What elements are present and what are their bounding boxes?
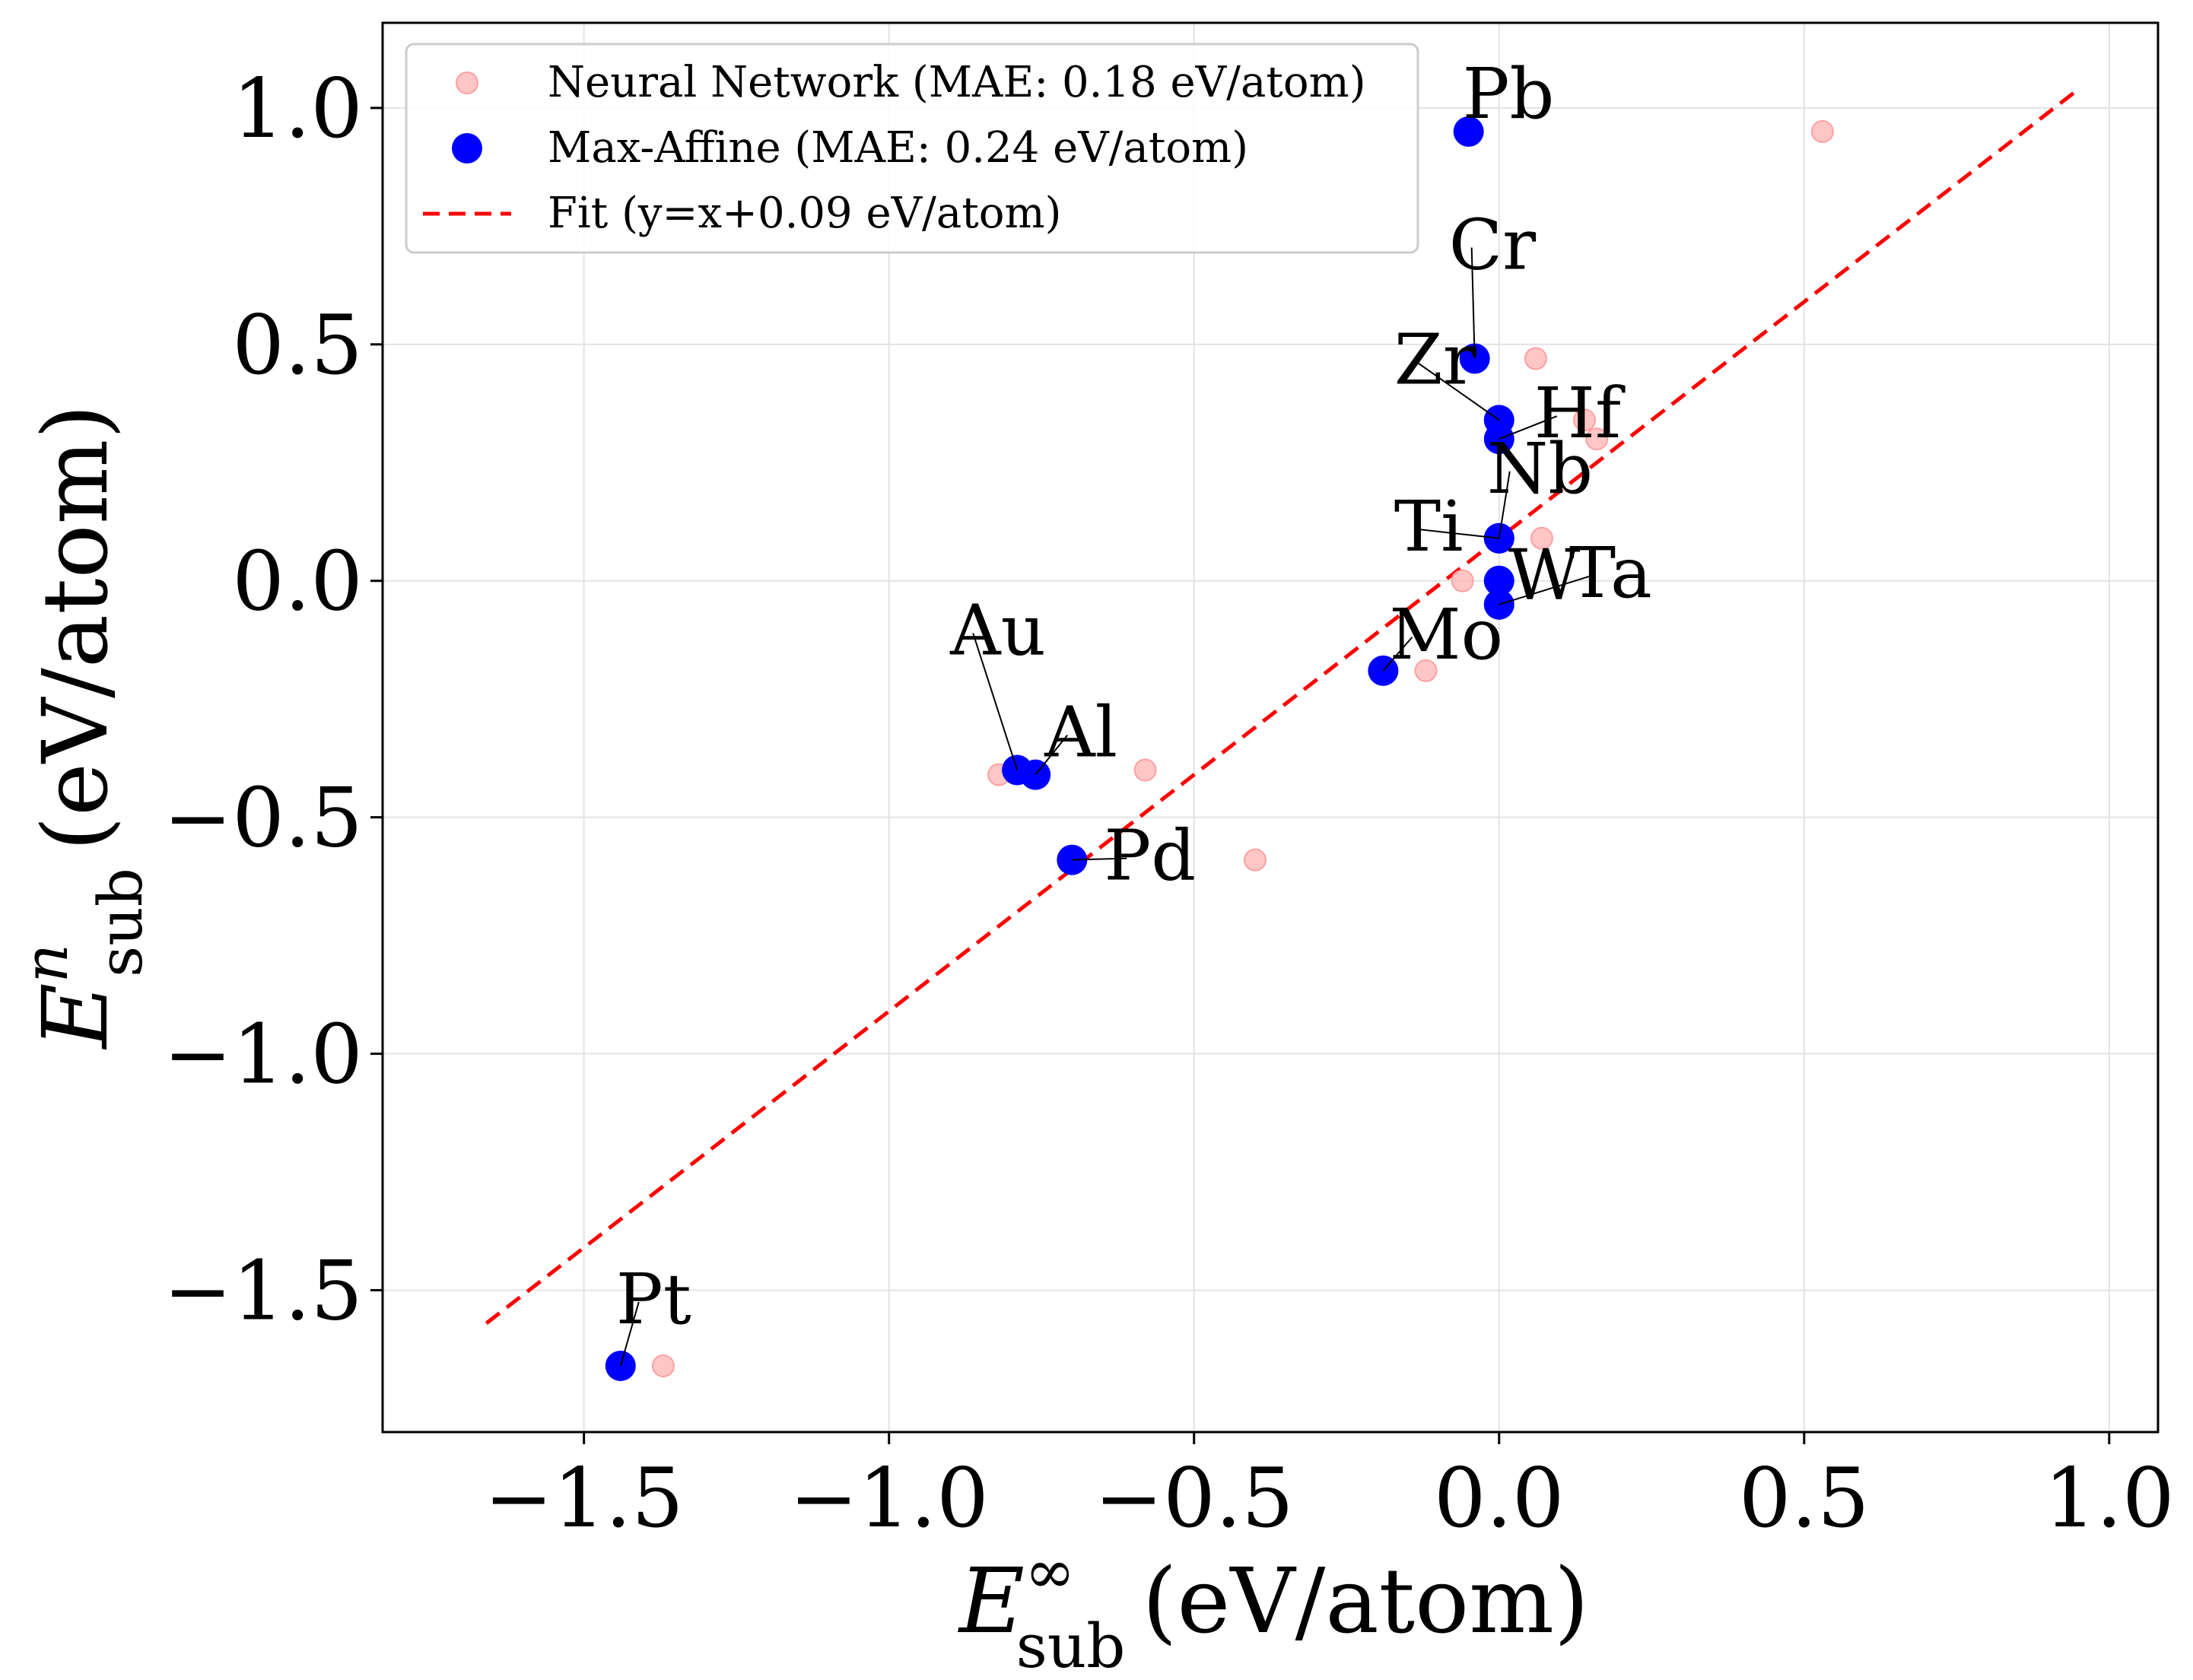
ma-point-w bbox=[1483, 565, 1514, 596]
leader-line-au bbox=[972, 633, 1019, 770]
leader-line-hf bbox=[1499, 415, 1558, 440]
y-tick-label: 0.5 bbox=[232, 298, 363, 393]
nn-point-5 bbox=[1451, 569, 1474, 592]
x-axis-label-unit: (eV/atom) bbox=[1142, 1548, 1589, 1653]
nn-point-6 bbox=[1414, 659, 1438, 682]
point-label-hf: Hf bbox=[1534, 373, 1626, 454]
nn-point-4 bbox=[1530, 526, 1553, 550]
x-tick-label: 0.0 bbox=[1434, 1451, 1565, 1546]
y-tick-label: −1.0 bbox=[164, 1008, 363, 1103]
legend-label-fit: Fit (y=x+0.09 eV/atom) bbox=[548, 189, 1061, 238]
legend-label-neural-network: Neural Network (MAE: 0.18 eV/atom) bbox=[548, 58, 1366, 107]
leader-line-pd bbox=[1072, 857, 1127, 861]
x-axis-label-symbol: E bbox=[958, 1548, 1025, 1653]
leader-line-zr bbox=[1416, 361, 1500, 421]
point-label-cr: Cr bbox=[1449, 204, 1536, 285]
x-axis-ticks: −1.5 −1.0 −0.5 0.0 0.5 1.0 bbox=[485, 1432, 2175, 1546]
y-axis-label-subscript: sub bbox=[85, 868, 156, 977]
point-label-au: Au bbox=[949, 589, 1046, 671]
x-axis-label: E∞ sub (eV/atom) bbox=[958, 1536, 1589, 1680]
y-axis-label-unit: (eV/atom) bbox=[23, 404, 128, 851]
y-tick-label: 1.0 bbox=[232, 62, 363, 157]
point-label-zr: Zr bbox=[1394, 319, 1476, 400]
point-label-w: W bbox=[1508, 535, 1581, 616]
y-axis-label-symbol: E bbox=[23, 983, 128, 1050]
leader-line-nb bbox=[1498, 471, 1511, 538]
x-axis-label-superscript: ∞ bbox=[1025, 1536, 1076, 1607]
point-label-al: Al bbox=[1044, 692, 1117, 773]
x-tick-label: 0.5 bbox=[1739, 1451, 1870, 1546]
y-tick-label: −1.5 bbox=[164, 1243, 363, 1339]
point-leader-lines bbox=[619, 247, 1593, 1367]
point-label-ti: Ti bbox=[1394, 486, 1464, 567]
leader-line-ta bbox=[1499, 574, 1593, 605]
point-label-ta: Ta bbox=[1569, 532, 1652, 614]
leader-line-mo bbox=[1382, 637, 1413, 672]
x-tick-label: −0.5 bbox=[1095, 1451, 1294, 1546]
plot-frame bbox=[381, 21, 2160, 1434]
point-label-nb: Nb bbox=[1487, 428, 1593, 510]
x-tick-label: −1.5 bbox=[485, 1451, 684, 1546]
nn-point-3 bbox=[1585, 427, 1609, 451]
leader-line-al bbox=[1035, 735, 1068, 776]
legend-marker-max-affine bbox=[452, 133, 482, 164]
y-tick-label: 0.0 bbox=[232, 535, 363, 630]
y-axis-ticks: −1.5 −1.0 −0.5 0.0 0.5 1.0 bbox=[164, 62, 383, 1339]
nn-point-2 bbox=[1573, 408, 1597, 432]
nn-point-9 bbox=[1243, 848, 1267, 872]
leader-line-pt bbox=[619, 1301, 640, 1367]
neural-network-series bbox=[651, 120, 1834, 1377]
point-label-pd: Pd bbox=[1104, 815, 1196, 897]
y-tick-label: −0.5 bbox=[164, 771, 363, 866]
x-axis-label-subscript: sub bbox=[1016, 1611, 1126, 1680]
legend: Neural Network (MAE: 0.18 eV/atom) Max-A… bbox=[405, 43, 1419, 254]
ma-point-pb bbox=[1453, 116, 1484, 148]
x-tick-label: −1.0 bbox=[790, 1451, 989, 1546]
legend-label-max-affine: Max-Affine (MAE: 0.24 eV/atom) bbox=[548, 123, 1248, 173]
leader-line-cr bbox=[1470, 247, 1476, 359]
leader-line-ti bbox=[1416, 528, 1499, 539]
y-axis-label-superscript: n bbox=[11, 944, 81, 983]
nn-point-0 bbox=[1810, 120, 1834, 144]
fit-line bbox=[485, 87, 2080, 1325]
point-label-pt: Pt bbox=[616, 1259, 691, 1340]
legend-marker-neural-network bbox=[456, 71, 478, 94]
nn-point-8 bbox=[1133, 758, 1157, 782]
nn-point-1 bbox=[1524, 347, 1547, 370]
x-tick-label: 1.0 bbox=[2044, 1451, 2175, 1546]
nn-point-10 bbox=[651, 1354, 675, 1377]
point-label-mo: Mo bbox=[1389, 594, 1503, 675]
y-axis-label: Ensub (eV/atom) bbox=[11, 404, 156, 1050]
point-label-pb: Pb bbox=[1463, 53, 1555, 135]
legend-box bbox=[405, 43, 1419, 254]
